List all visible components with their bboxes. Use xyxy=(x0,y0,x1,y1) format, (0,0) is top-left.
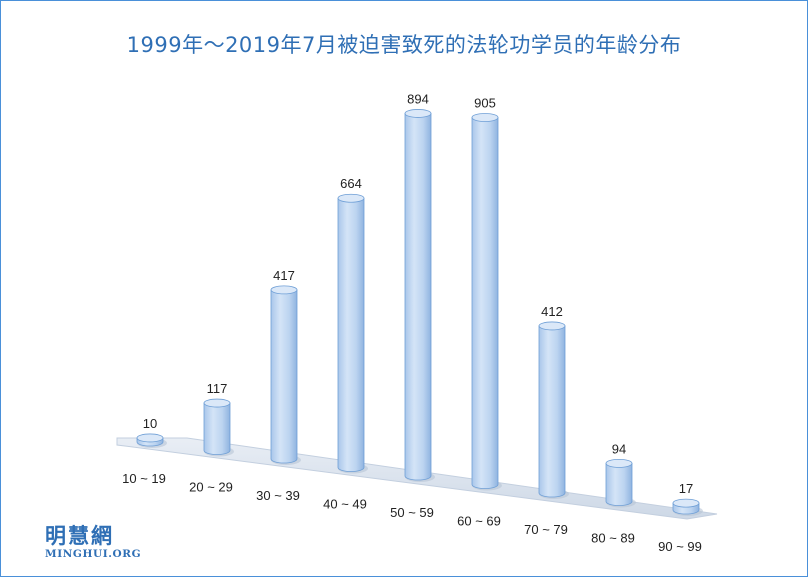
category-label: 30 ~ 39 xyxy=(256,488,300,503)
value-label: 894 xyxy=(407,91,429,106)
category-label: 20 ~ 29 xyxy=(189,480,233,495)
value-label: 664 xyxy=(340,176,362,191)
value-label: 417 xyxy=(273,268,295,283)
value-label: 117 xyxy=(207,381,228,396)
logo-en-text: MINGHUI.ORG xyxy=(45,548,142,560)
category-label: 50 ~ 59 xyxy=(390,505,434,520)
bar-4049 xyxy=(337,193,368,474)
category-label: 40 ~ 49 xyxy=(323,497,367,512)
value-label: 17 xyxy=(679,481,693,496)
bar-3039 xyxy=(270,285,301,465)
chart-title: 1999年～2019年7月被迫害致死的法轮功学员的年龄分布 xyxy=(126,33,682,57)
bar-9099 xyxy=(672,498,703,516)
bar-8089 xyxy=(605,458,636,508)
bar-7079 xyxy=(538,321,569,499)
minghui-logo: 明慧網 MINGHUI.ORG xyxy=(45,525,141,561)
category-label: 80 ~ 89 xyxy=(591,531,635,546)
bar-5059 xyxy=(404,109,435,482)
logo-cn-text: 明慧網 xyxy=(45,523,114,548)
category-label: 90 ~ 99 xyxy=(658,539,702,554)
value-label: 10 xyxy=(143,416,157,431)
category-label: 70 ~ 79 xyxy=(524,522,568,537)
value-label: 412 xyxy=(541,304,563,319)
bar-6069 xyxy=(471,113,502,491)
category-label: 10 ~ 19 xyxy=(122,471,166,486)
value-label: 905 xyxy=(474,96,496,111)
bar-1019 xyxy=(136,433,167,448)
bar-2029 xyxy=(203,398,234,457)
value-label: 94 xyxy=(612,441,626,456)
category-label: 60 ~ 69 xyxy=(457,514,501,529)
